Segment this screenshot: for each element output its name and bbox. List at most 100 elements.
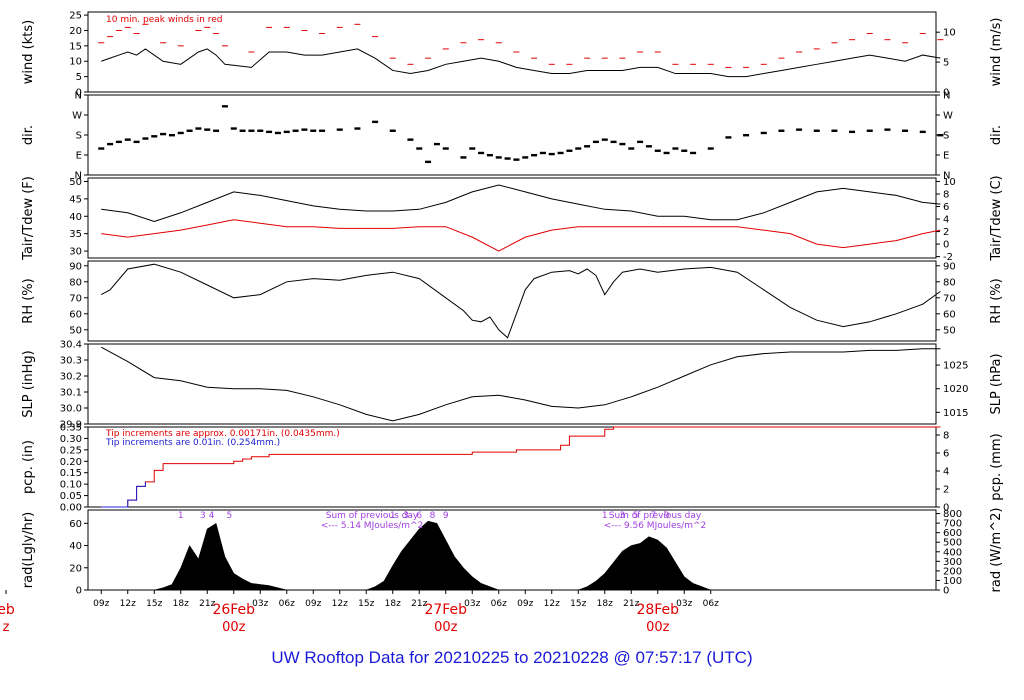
- ytick-label-right: 90: [943, 261, 956, 272]
- xtick-label: 06z: [491, 599, 507, 609]
- ytick-label-left: 30.3: [60, 356, 82, 367]
- dir-point: [151, 135, 158, 138]
- dir-point: [663, 151, 670, 155]
- rad-day-marker: 1: [178, 511, 184, 521]
- ytick-label-left: 20: [69, 563, 82, 574]
- dir-point: [831, 129, 838, 132]
- dir-point: [186, 129, 193, 132]
- ytick-label-left: 50: [69, 325, 82, 336]
- ytick-label-left: 15: [69, 41, 82, 52]
- dir-point: [601, 138, 608, 141]
- rad-area: [154, 520, 711, 591]
- dir-point: [619, 142, 626, 146]
- ytick-label-left: N: [75, 171, 82, 182]
- ytick-label-right: N: [943, 91, 950, 102]
- ytick-label-left: 30: [69, 247, 82, 258]
- series-line-temp: [101, 184, 941, 223]
- dir-point: [513, 158, 520, 161]
- ytick-label-left: 20: [69, 26, 82, 37]
- ytick-label-left: 0: [76, 88, 82, 99]
- pcp-annotation-red: Tip increments are approx. 0.00171in. (0…: [105, 429, 340, 439]
- rad-day-marker: 5: [226, 511, 232, 521]
- dir-point: [407, 138, 414, 141]
- dir-point: [760, 131, 767, 135]
- ytick-label-right: 0: [943, 503, 949, 514]
- panel-frame-rh: [87, 260, 937, 342]
- dir-point: [548, 152, 555, 156]
- xtick-label: 03z: [464, 599, 480, 609]
- ytick-label-right: E: [943, 151, 949, 162]
- ytick-label-right: 10: [943, 177, 956, 188]
- xtick-label: 09z: [517, 599, 533, 609]
- dir-point: [177, 131, 184, 135]
- xtick-label: 03z: [676, 599, 692, 609]
- date-time-label: 00z: [222, 620, 246, 635]
- ytick-label-left: 0.20: [60, 457, 82, 468]
- ytick-label-right: W: [943, 111, 953, 122]
- ytick-label-right: 1015: [943, 408, 968, 419]
- rad-day-marker: 9: [664, 511, 670, 521]
- date-label: 27Feb: [424, 602, 467, 618]
- ytick-label-right: 700: [943, 519, 962, 530]
- ytick-label-right: 60: [943, 309, 956, 320]
- dir-point: [866, 129, 873, 132]
- ytick-label-left: 0.00: [60, 503, 82, 514]
- dir-point: [637, 140, 644, 144]
- xtick-label: 12z: [544, 599, 560, 609]
- dir-point: [937, 134, 944, 137]
- dir-point: [292, 129, 299, 132]
- dir-point: [610, 140, 617, 144]
- dir-point: [195, 127, 202, 130]
- dir-point: [274, 131, 281, 135]
- dir-point: [778, 129, 785, 132]
- ytick-label-left: 35: [69, 229, 82, 240]
- xtick-label: 21z: [411, 599, 427, 609]
- ytick-label-right: 200: [943, 566, 962, 577]
- dir-point: [248, 129, 255, 132]
- ytick-label-right: S: [943, 131, 949, 142]
- pcp-line: [101, 481, 146, 508]
- xtick-label: 06z: [703, 599, 719, 609]
- xtick-label: 21z: [199, 599, 215, 609]
- ylabel-right-dir: dir.: [989, 125, 1004, 145]
- ytick-label-left: 0.25: [60, 445, 82, 456]
- ytick-label-right: 8: [943, 431, 949, 442]
- dir-point: [813, 129, 820, 132]
- ylabel-left-pcp: pcp. (in): [21, 440, 36, 494]
- ytick-label-right: 4: [943, 467, 949, 478]
- dir-point: [725, 136, 732, 139]
- dir-point: [902, 129, 909, 132]
- ytick-label-right: 1025: [943, 361, 968, 372]
- pcp-annotation-blue: Tip increments are 0.01in. (0.254mm.): [105, 438, 280, 448]
- ytick-label-right: 1020: [943, 384, 968, 395]
- rad-day-marker: 3: [403, 511, 409, 521]
- dir-point: [469, 147, 476, 150]
- dir-point: [495, 156, 502, 159]
- ytick-label-right: 300: [943, 557, 962, 568]
- dir-point: [566, 149, 573, 152]
- ytick-label-right: 5: [943, 58, 949, 69]
- ylabel-left-temp: Tair/Tdew (F): [21, 176, 36, 261]
- ylabel-right-temp: Tair/Tdew (C): [989, 175, 1004, 261]
- dir-point: [213, 129, 220, 132]
- ytick-label-right: 50: [943, 325, 956, 336]
- ytick-label-right: 6: [943, 202, 949, 213]
- ytick-label-left: 25: [69, 11, 82, 22]
- dir-point: [796, 128, 803, 131]
- xtick-label: 15z: [146, 599, 162, 609]
- rad-sum-label-2: Sum of previous day: [609, 511, 702, 521]
- ytick-label-right: 0: [943, 586, 949, 597]
- rad-day-marker: 3: [620, 511, 626, 521]
- rad-day-marker: 6: [416, 511, 422, 521]
- dir-point: [433, 142, 440, 146]
- ylabel-right-rh: RH (%): [989, 278, 1004, 323]
- ytick-label-right: 400: [943, 547, 962, 558]
- ytick-label-left: 0.10: [60, 480, 82, 491]
- ytick-label-left: 80: [69, 277, 82, 288]
- date-label: 28Feb: [636, 602, 679, 618]
- ytick-label-right: 80: [943, 277, 956, 288]
- ylabel-left-wind: wind (kts): [21, 20, 36, 84]
- dir-point: [557, 151, 564, 155]
- dir-point: [372, 120, 379, 124]
